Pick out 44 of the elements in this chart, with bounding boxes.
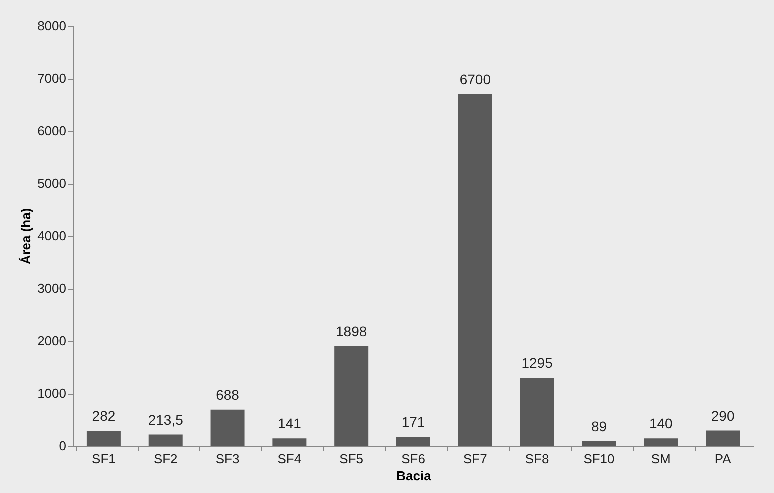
y-tick-label: 6000 [38, 124, 66, 138]
y-tick-label: 7000 [38, 71, 66, 86]
y-tick-label: 0 [59, 438, 66, 454]
x-tick-label: SF6 [402, 452, 426, 466]
y-tick-label: 5000 [38, 176, 66, 191]
data-label: 282 [92, 408, 116, 424]
data-label: 141 [278, 416, 302, 432]
x-tick-label: SF4 [278, 452, 302, 466]
bar [396, 437, 430, 446]
data-label: 290 [711, 408, 735, 424]
data-label: 1295 [522, 355, 554, 372]
bar [334, 346, 369, 446]
data-label: 213,5 [148, 412, 184, 428]
x-tick-label: SF8 [525, 452, 550, 466]
x-tick-label: SM [651, 452, 671, 466]
data-label: 89 [591, 418, 608, 434]
bar [520, 378, 554, 446]
x-tick-label: SF2 [154, 452, 178, 466]
x-axis-title: Bacia [396, 468, 432, 484]
x-tick-label: SF10 [584, 452, 615, 466]
y-axis-title: Área (ha) [18, 208, 34, 265]
x-tick-label: SF5 [340, 452, 364, 466]
bar [272, 438, 307, 446]
bar [582, 441, 616, 446]
data-label: 6700 [460, 71, 492, 88]
y-tick-label: 8000 [38, 18, 66, 34]
y-tick-label: 4000 [38, 228, 66, 244]
data-label: 171 [402, 414, 426, 430]
bar [644, 438, 678, 446]
x-tick-label: SF7 [463, 452, 488, 466]
x-tick-label: PA [714, 452, 732, 466]
y-tick-label: 3000 [38, 281, 66, 296]
bar [458, 94, 492, 446]
data-label: 1898 [336, 323, 368, 340]
data-label: 140 [649, 416, 674, 432]
y-tick-label: 1000 [38, 386, 66, 401]
bar [86, 431, 121, 446]
x-tick-label: SF1 [92, 452, 116, 466]
bar [148, 434, 183, 446]
data-label: 688 [216, 386, 240, 403]
bar [210, 410, 245, 446]
y-tick-label: 2000 [38, 334, 66, 348]
bar [706, 430, 740, 446]
x-tick-label: SF3 [216, 452, 240, 466]
